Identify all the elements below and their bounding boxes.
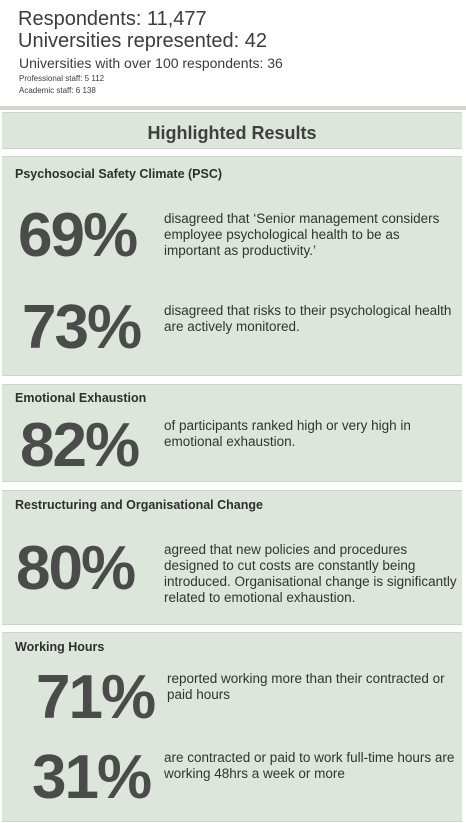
stat-percentage: 80%	[16, 534, 136, 603]
universities-over-100: Universities with over 100 respondents: …	[19, 55, 283, 71]
academic-staff-count: Academic staff: 6 138	[19, 86, 96, 95]
stat-description: are contracted or paid to work full-time…	[164, 750, 455, 781]
divider-band	[0, 106, 466, 110]
section-title: Psychosocial Safety Climate (PSC)	[15, 167, 223, 181]
highlighted-results-title: Highlighted Results	[147, 123, 317, 143]
section-psc: Psychosocial Safety Climate (PSC) 69% di…	[2, 156, 462, 376]
universities-count: Universities represented: 42	[18, 30, 268, 52]
stat-description: of participants ranked high or very high…	[164, 418, 411, 449]
stat-description: reported working more than their contrac…	[167, 671, 445, 702]
section-emotional-exhaustion: Emotional Exhaustion 82% of participants…	[2, 384, 462, 482]
section-restructuring: Restructuring and Organisational Change …	[2, 490, 462, 625]
highlighted-results-header: Highlighted Results	[2, 112, 462, 149]
stat-description: agreed that new policies and procedures …	[164, 542, 457, 605]
stat-percentage: 82%	[20, 411, 140, 480]
stat-description: disagreed that risks to their psychologi…	[164, 303, 452, 334]
section-title: Restructuring and Organisational Change	[15, 498, 263, 512]
stat-description: disagreed that ‘Senior management consid…	[164, 211, 440, 258]
stat-percentage: 73%	[22, 293, 142, 362]
section-title: Emotional Exhaustion	[15, 391, 147, 405]
summary-block: Respondents: 11,477 Universities represe…	[0, 0, 466, 106]
section-title: Working Hours	[15, 640, 105, 654]
section-working-hours: Working Hours 71% reported working more …	[2, 632, 462, 822]
stat-percentage: 31%	[32, 743, 152, 812]
respondents-count: Respondents: 11,477	[18, 8, 207, 30]
stat-percentage: 69%	[18, 201, 138, 270]
stat-percentage: 71%	[36, 663, 156, 732]
professional-staff-count: Professional staff: 5 112	[19, 74, 105, 83]
